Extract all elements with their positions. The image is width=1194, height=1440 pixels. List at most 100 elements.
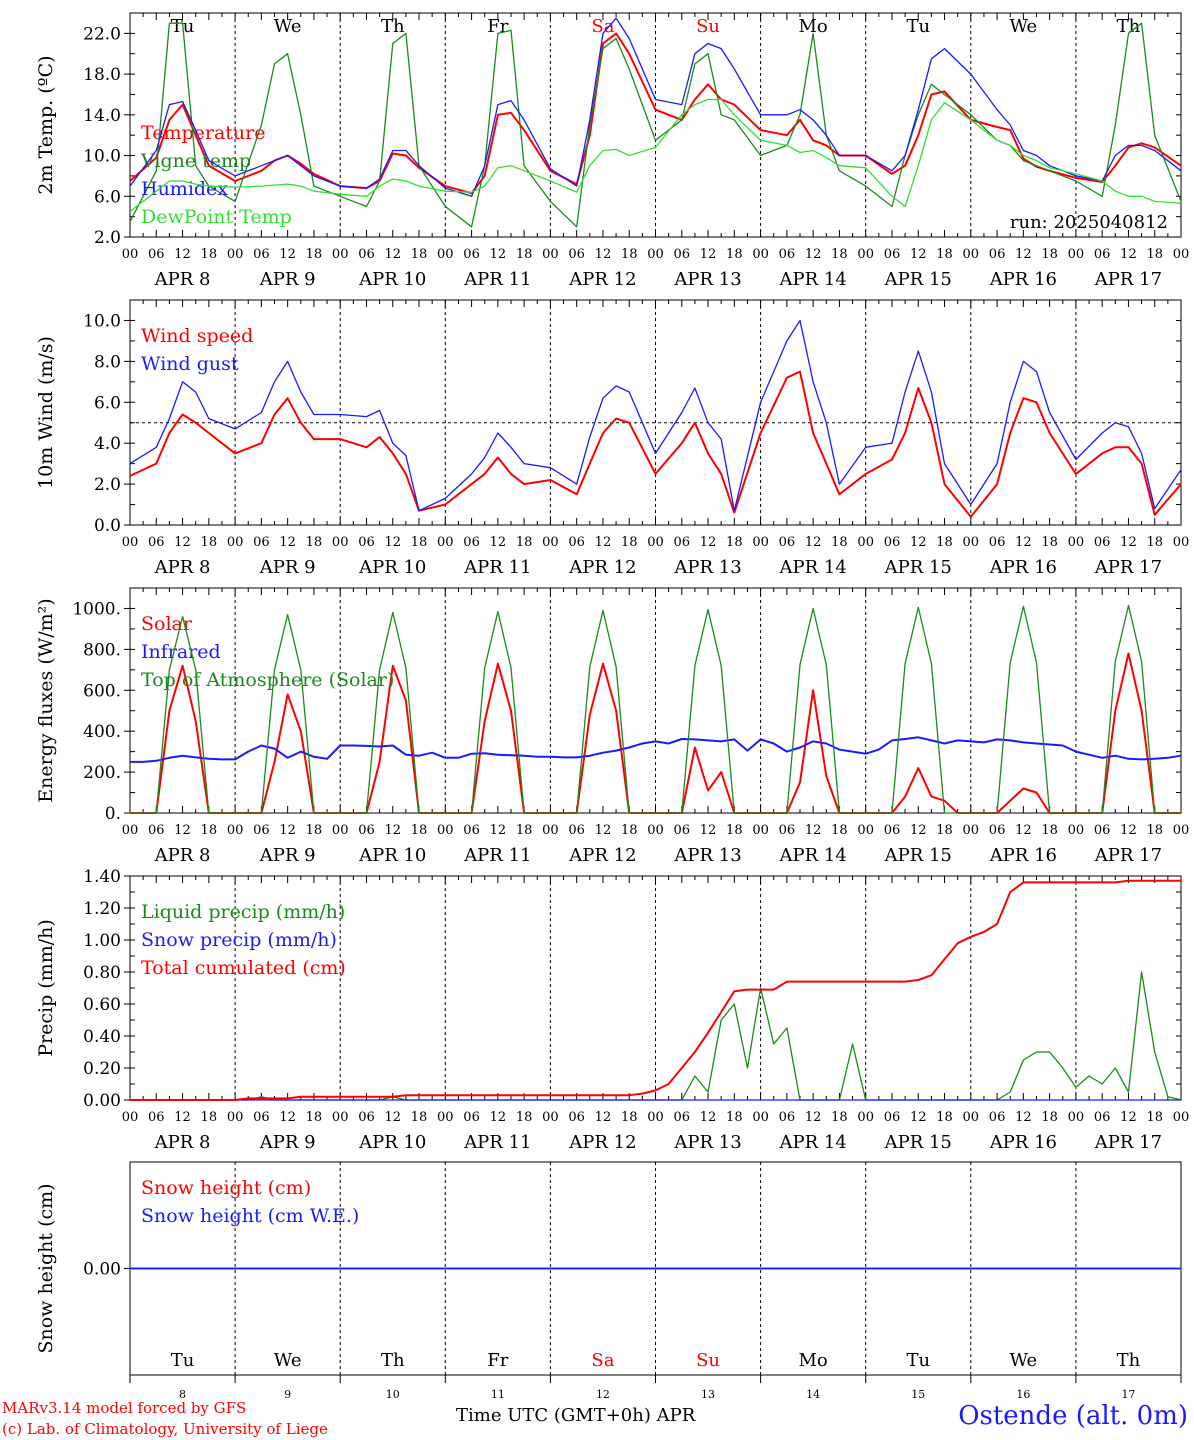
hour-tick-label: 06 xyxy=(1094,1110,1111,1125)
legend-entry: Top of Atmosphere (Solar) xyxy=(141,669,394,691)
hour-tick-label: 00 xyxy=(647,247,664,262)
hour-tick-label: 12 xyxy=(490,823,507,838)
hour-tick-label: 06 xyxy=(884,823,901,838)
date-label: APR 14 xyxy=(779,845,847,866)
y-tick-label: 18.0 xyxy=(83,65,121,85)
hour-tick-label: 00 xyxy=(752,535,769,550)
day-abbr-label: Th xyxy=(1117,1350,1141,1371)
legend-entry: Wind speed xyxy=(141,325,253,347)
station-title: Ostende (alt. 0m) xyxy=(958,1401,1188,1431)
day-number-label: 17 xyxy=(1121,1388,1135,1401)
hour-tick-label: 00 xyxy=(752,247,769,262)
y-tick-label: 8.0 xyxy=(94,352,121,372)
hour-tick-label: 06 xyxy=(884,1110,901,1125)
hour-tick-label: 00 xyxy=(647,535,664,550)
hour-tick-label: 06 xyxy=(148,1110,165,1125)
series-line-infrared xyxy=(130,736,1182,763)
date-label: APR 11 xyxy=(463,845,531,866)
hour-tick-label: 00 xyxy=(542,1110,559,1125)
hour-tick-label: 18 xyxy=(306,247,323,262)
hour-tick-label: 00 xyxy=(542,535,559,550)
hour-tick-label: 12 xyxy=(805,247,822,262)
hour-tick-label: 18 xyxy=(201,823,218,838)
hour-tick-label: 06 xyxy=(358,823,375,838)
series-line-dewpoint-temp xyxy=(129,98,1182,213)
hour-tick-label: 12 xyxy=(805,535,822,550)
legend-entry: Humidex xyxy=(141,178,228,200)
date-label: APR 12 xyxy=(568,269,636,290)
hour-tick-label: 12 xyxy=(910,247,927,262)
hour-tick-label: 00 xyxy=(542,823,559,838)
hour-tick-label: 18 xyxy=(1041,247,1058,262)
date-label: APR 17 xyxy=(1094,845,1162,866)
hour-tick-label: 06 xyxy=(989,247,1006,262)
hour-tick-label: 00 xyxy=(122,823,139,838)
y-tick-label: 22.0 xyxy=(83,24,121,44)
hour-tick-label: 06 xyxy=(358,535,375,550)
hour-tick-label: 12 xyxy=(595,823,612,838)
series-line-wind-gust xyxy=(129,319,1182,512)
legend-entry: Vigne temp xyxy=(140,150,251,172)
hour-tick-label: 06 xyxy=(989,535,1006,550)
legend-entry: Temperature xyxy=(141,122,265,144)
hour-tick-label: 12 xyxy=(384,823,401,838)
hour-tick-label: 06 xyxy=(463,1110,480,1125)
day-number-label: 13 xyxy=(701,1388,715,1401)
hour-tick-label: 06 xyxy=(1094,247,1111,262)
hour-tick-label: 18 xyxy=(726,247,743,262)
y-tick-label: 1.00 xyxy=(83,931,121,951)
date-label: APR 8 xyxy=(154,269,211,290)
day-number-label: 14 xyxy=(806,1388,820,1401)
hour-tick-label: 12 xyxy=(174,247,191,262)
hour-tick-label: 00 xyxy=(227,247,244,262)
hour-tick-label: 00 xyxy=(332,535,349,550)
hour-tick-label: 00 xyxy=(227,535,244,550)
hour-tick-label: 00 xyxy=(963,1110,980,1125)
hour-tick-label: 06 xyxy=(779,535,796,550)
hour-tick-label: 18 xyxy=(516,247,533,262)
hour-tick-label: 00 xyxy=(437,823,454,838)
y-tick-label: 10.0 xyxy=(83,147,121,167)
series-line-temperature xyxy=(129,32,1182,195)
hour-tick-label: 18 xyxy=(936,823,953,838)
hour-tick-label: 06 xyxy=(148,535,165,550)
date-label: APR 15 xyxy=(884,1132,952,1153)
hour-tick-label: 12 xyxy=(1015,535,1032,550)
hour-tick-label: 00 xyxy=(963,535,980,550)
day-abbr-label: Mo xyxy=(799,16,828,37)
date-label: APR 15 xyxy=(884,269,952,290)
hour-tick-label: 18 xyxy=(201,535,218,550)
hour-tick-label: 00 xyxy=(1068,823,1085,838)
hour-tick-label: 12 xyxy=(174,535,191,550)
hour-tick-label: 00 xyxy=(122,247,139,262)
day-abbr-label: Th xyxy=(1117,16,1141,37)
hour-tick-label: 12 xyxy=(1120,823,1137,838)
day-number-label: 10 xyxy=(386,1388,400,1401)
hour-tick-label: 06 xyxy=(1094,535,1111,550)
hour-tick-label: 06 xyxy=(779,1110,796,1125)
y-axis-label: Precip (mm/h) xyxy=(35,919,57,1057)
hour-tick-label: 06 xyxy=(1094,823,1111,838)
hour-tick-label: 00 xyxy=(1173,247,1190,262)
hour-tick-label: 00 xyxy=(647,1110,664,1125)
day-abbr-label: Tu xyxy=(171,1350,195,1371)
legend-entry: DewPoint Temp xyxy=(141,206,292,228)
day-abbr-label: Su xyxy=(696,1350,720,1371)
hour-tick-label: 12 xyxy=(279,535,296,550)
hour-tick-label: 06 xyxy=(989,1110,1006,1125)
hour-tick-label: 00 xyxy=(752,823,769,838)
day-abbr-label: Su xyxy=(696,16,720,37)
day-abbr-label: Sa xyxy=(591,1350,614,1371)
hour-tick-label: 12 xyxy=(490,1110,507,1125)
hour-tick-label: 06 xyxy=(568,1110,585,1125)
time-axis-label: Time UTC (GMT+0h) APR xyxy=(456,1405,696,1426)
legend-entry: Total cumulated (cm) xyxy=(141,957,346,979)
hour-tick-label: 18 xyxy=(1146,1110,1163,1125)
hour-tick-label: 06 xyxy=(463,535,480,550)
hour-tick-label: 12 xyxy=(700,1110,717,1125)
series-line-top-of-atmosphere-solar- xyxy=(130,604,1181,814)
hour-tick-label: 00 xyxy=(332,823,349,838)
series-line-wind-speed xyxy=(129,370,1182,518)
panel-3: 00 06 12 18 APR 8 00 06 12 18 APR 9 00 06 12 18 APR 10… xyxy=(35,587,1189,866)
y-tick-label: 1.20 xyxy=(83,899,121,919)
